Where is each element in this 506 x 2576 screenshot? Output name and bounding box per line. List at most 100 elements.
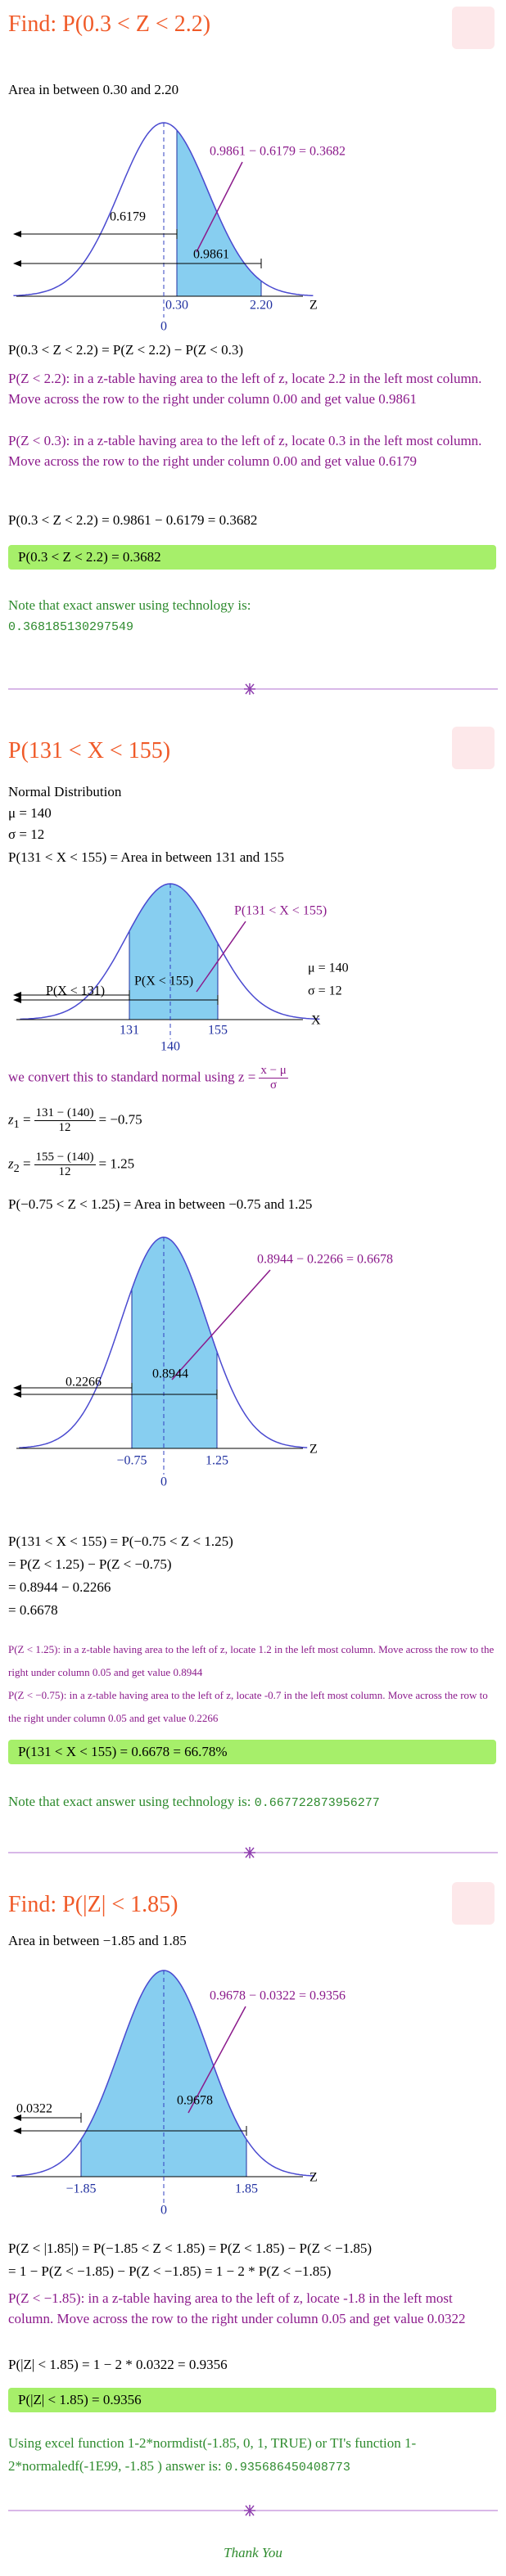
numerator: 131 − (140): [34, 1106, 96, 1121]
right-value: 0.9861: [193, 248, 229, 262]
z-score: z2 = 155 − (140) 12 = 1.25: [8, 1151, 134, 1179]
annotation: 0.9678 − 0.0322 = 0.9356: [210, 1989, 346, 2003]
decoration: [452, 727, 495, 769]
normal-curve: 0.9678 − 0.0322 = 0.9356 0.0322 0.9678 −…: [11, 1970, 346, 2218]
curve-group: [11, 1970, 315, 2203]
right-value: 0.8944: [152, 1367, 188, 1381]
axis-label: Z: [309, 2171, 318, 2185]
mu: μ = 140: [308, 961, 349, 975]
denominator: σ: [270, 1079, 278, 1092]
curve: [11, 1970, 315, 2177]
text: Note that exact answer using technology …: [8, 1794, 251, 1809]
step: = 0.6678: [8, 1602, 58, 1618]
divider-ornament: [244, 1847, 255, 1858]
left-value: 0.6179: [110, 210, 146, 224]
heading: Find: P(0.3 < Z < 2.2): [8, 11, 211, 37]
pointer: [196, 161, 243, 253]
divider: [8, 2505, 498, 2516]
arrow-head: [13, 2114, 21, 2121]
text: we convert this to standard normal using: [8, 1069, 235, 1085]
result: P(131 < X < 155) = 0.6678 = 66.78%: [8, 1740, 496, 1764]
numerator: x − μ: [259, 1064, 288, 1079]
tick-label: 1.25: [206, 1454, 228, 1468]
heading: P(131 < X < 155): [8, 738, 171, 763]
arrow-head: [13, 997, 21, 1003]
tick-label: 131: [120, 1024, 139, 1038]
divider-ornament: [244, 2505, 255, 2516]
fraction: 155 − (140) 12: [34, 1151, 96, 1179]
right-value: 0.9678: [177, 2094, 213, 2108]
intro: Area in between −1.85 and 1.85: [8, 1933, 187, 1948]
numerator: 155 − (140): [34, 1151, 96, 1165]
denominator: 12: [58, 1121, 71, 1134]
convert: we convert this to standard normal using…: [8, 1064, 291, 1092]
note: P(Z < 2.2): in a z-table having area to …: [8, 371, 482, 407]
sigma: σ = 12: [308, 984, 342, 998]
curve-group: [13, 1236, 308, 1475]
decoration: [452, 1882, 495, 1925]
note: P(Z < −0.75): in a z-table having area t…: [8, 1689, 488, 1724]
text: Normal Distribution: [8, 784, 122, 799]
pointer: [196, 921, 246, 993]
tech-note: Note that exact answer using technology …: [8, 597, 251, 613]
text: P(−0.75 < Z < 1.25) = Area in between −0…: [8, 1196, 313, 1212]
tick-label: 155: [208, 1024, 228, 1038]
center-label: 0: [160, 2204, 167, 2218]
divider: [8, 683, 498, 695]
text: σ = 12: [8, 826, 45, 842]
rhs: = 1.25: [98, 1155, 135, 1172]
equation: P(0.3 < Z < 2.2) = 0.9861 − 0.6179 = 0.3…: [8, 512, 258, 528]
step: = 1 − P(Z < −1.85) − P(Z < −1.85) = 1 − …: [8, 2263, 332, 2279]
var: z: [8, 1111, 14, 1128]
curve: [20, 883, 320, 1020]
pointer: [187, 2006, 246, 2114]
step: = 0.8944 − 0.2266: [8, 1579, 111, 1595]
right-label: P(X < 155): [134, 975, 193, 989]
center-label: 0: [160, 1475, 167, 1489]
sub: 2: [13, 1161, 20, 1175]
tech-value: 0.667722873956277: [254, 1796, 380, 1810]
arrow-head: [13, 2128, 21, 2134]
denominator: 12: [58, 1165, 71, 1178]
annotation: 0.9861 − 0.6179 = 0.3682: [210, 145, 346, 159]
tick-label: −0.75: [116, 1454, 147, 1468]
left-value: 0.2266: [66, 1376, 102, 1389]
arrow-head: [13, 992, 21, 998]
eq: =: [22, 1111, 31, 1128]
tech-note: Note that exact answer using technology …: [8, 1794, 380, 1810]
excel-value: 0.935686450408773: [224, 2461, 350, 2475]
annotation: P(131 < X < 155): [234, 904, 327, 918]
equation: P(|Z| < 1.85) = 1 − 2 * 0.0322 = 0.9356: [8, 2357, 228, 2372]
note: P(Z < 0.3): in a z-table having area to …: [8, 433, 482, 469]
equation: P(0.3 < Z < 2.2) = P(Z < 2.2) − P(Z < 0.…: [8, 342, 244, 358]
step: P(Z < |1.85|) = P(−1.85 < Z < 1.85) = P(…: [8, 2240, 373, 2256]
arrow-head: [13, 1391, 21, 1398]
normal-curve: 0.9861 − 0.6179 = 0.3682 0.6179 0.9861 0…: [13, 122, 346, 334]
eq: =: [22, 1155, 31, 1172]
heading: Find: P(|Z| < 1.85): [8, 1892, 178, 1917]
tick-label: 2.20: [250, 299, 273, 313]
curve: [13, 122, 314, 297]
curve-group: [13, 122, 314, 317]
var: z: [8, 1155, 14, 1172]
step: = P(Z < 1.25) − P(Z < −0.75): [8, 1556, 172, 1572]
axis-label: X: [311, 1014, 321, 1028]
tech-value: 0.368185130297549: [8, 620, 134, 634]
note: P(Z < −1.85): in a z-table having area t…: [8, 2290, 466, 2326]
excel-note: Using excel function 1-2*normdist(-1.85,…: [8, 2432, 496, 2479]
left-value: 0.0322: [16, 2102, 52, 2116]
rhs: = −0.75: [98, 1111, 142, 1128]
center-label: 0: [160, 320, 167, 334]
fraction: 131 − (140) 12: [34, 1106, 96, 1135]
result: P(0.3 < Z < 2.2) = 0.3682: [8, 545, 496, 570]
normal-curve: 0.8944 − 0.2266 = 0.6678 0.2266 0.8944 −…: [13, 1236, 393, 1489]
tick-label: −1.85: [66, 2182, 96, 2196]
shaded-area: [129, 883, 219, 1020]
normal-curve: P(131 < X < 155) μ = 140 σ = 12 P(X < 13…: [13, 883, 349, 1054]
center-label: 140: [160, 1040, 180, 1054]
tick-label: 1.85: [235, 2182, 258, 2196]
curve: [19, 1236, 308, 1448]
